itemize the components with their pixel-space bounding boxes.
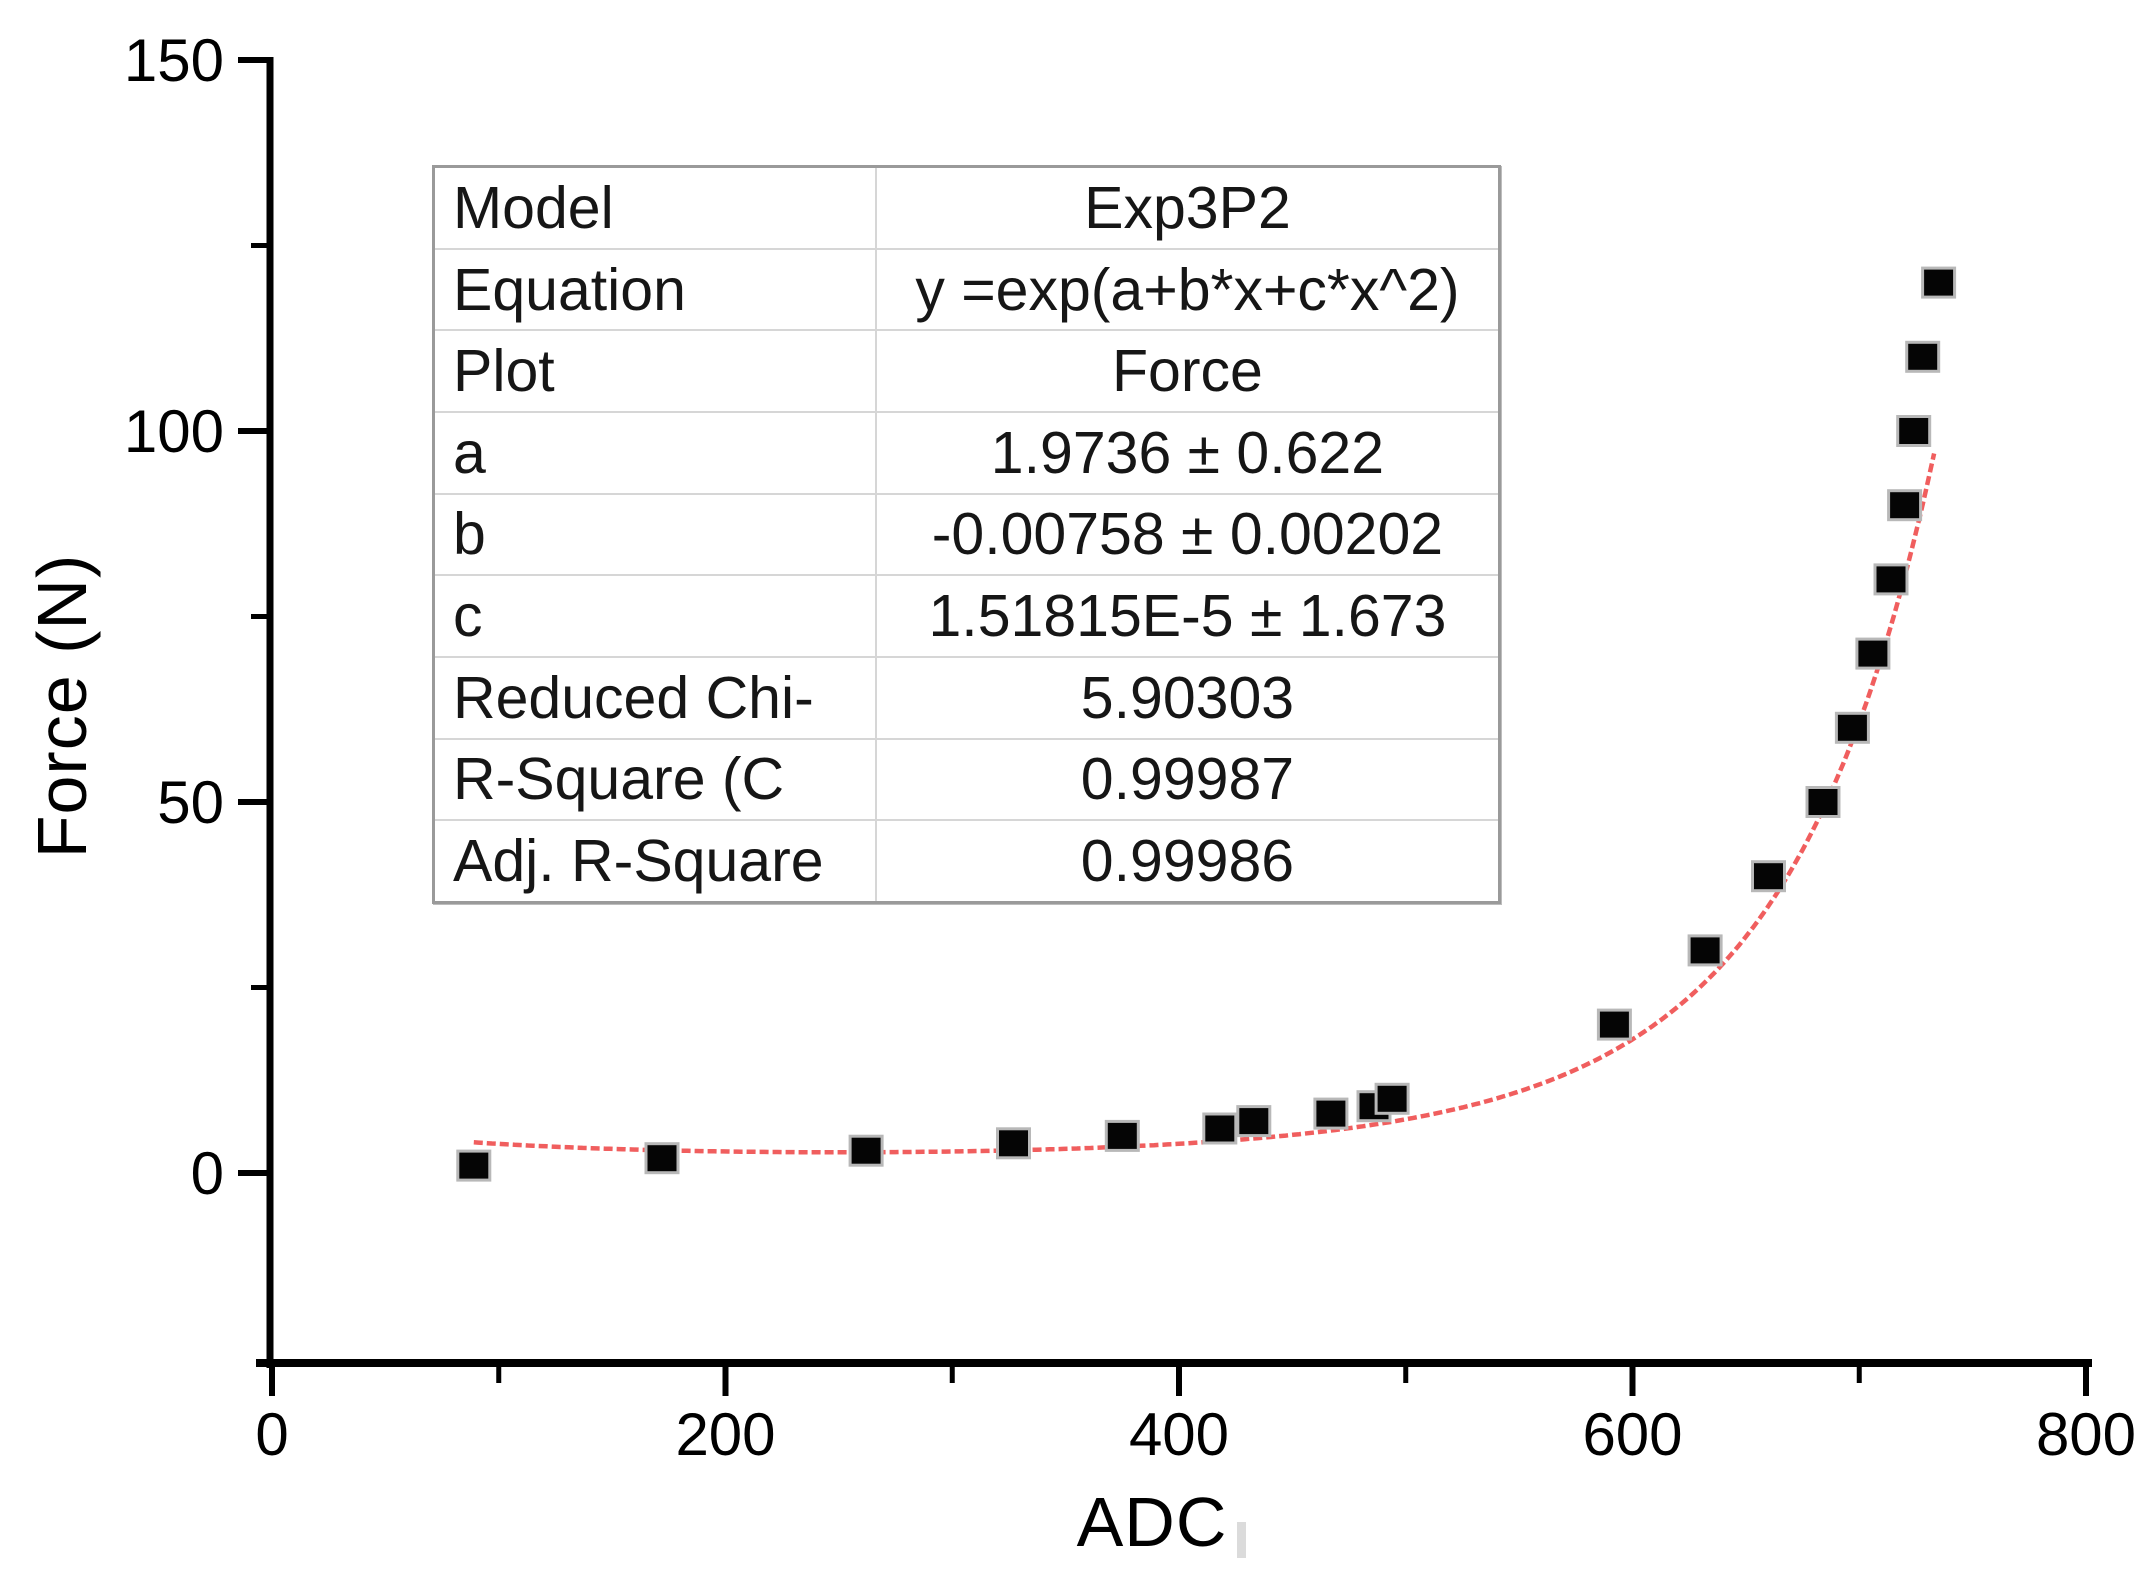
table-label-cell: a	[432, 411, 877, 495]
table-row: Model Exp3P2	[432, 165, 1501, 250]
data-point-marker	[1805, 786, 1841, 818]
y-axis-title: Force (N)	[23, 553, 101, 859]
data-point-marker	[1374, 1082, 1410, 1115]
y-tick-label: 150	[124, 27, 224, 94]
data-point-marker	[456, 1149, 492, 1182]
data-point-marker	[996, 1127, 1031, 1160]
fit-table-body: Model Exp3P2 Equation y =exp(a+b*x+c*x^2) Pl…	[432, 165, 1501, 904]
data-point-marker	[1873, 563, 1909, 596]
table-label-cell: Plot	[432, 329, 877, 413]
table-value-cell: 5.90303	[874, 655, 1501, 740]
table-label-cell: Equation	[432, 247, 877, 332]
data-point-marker	[644, 1142, 680, 1175]
table-row: Plot Force	[432, 329, 1501, 413]
data-point-marker	[848, 1134, 884, 1167]
table-value-cell: 1.51815E-5 ± 1.673	[874, 574, 1501, 658]
table-value-cell: 0.99986	[874, 819, 1501, 904]
table-value-cell: Exp3P2	[874, 165, 1501, 250]
data-point-marker	[1855, 637, 1891, 670]
data-point-marker	[1104, 1119, 1140, 1152]
data-point-marker	[1687, 934, 1723, 967]
table-row: Equation y =exp(a+b*x+c*x^2)	[432, 247, 1501, 332]
data-point-marker	[1313, 1097, 1349, 1130]
data-point-marker	[1236, 1105, 1272, 1138]
table-value-cell: 0.99987	[874, 737, 1501, 822]
y-tick-label: 50	[157, 769, 224, 836]
table-row: b -0.00758 ± 0.00202	[432, 492, 1501, 577]
y-tick-label: 100	[124, 398, 224, 465]
table-label-cell: Adj. R-Square	[432, 819, 877, 904]
table-label-cell: Reduced Chi-	[432, 655, 877, 740]
data-point-marker	[1905, 340, 1941, 373]
table-value-cell: -0.00758 ± 0.00202	[874, 492, 1501, 577]
table-row: Reduced Chi- 5.90303	[432, 655, 1501, 740]
fit-results-table: Model Exp3P2 Equation y =exp(a+b*x+c*x^2) Pl…	[432, 165, 1501, 904]
x-tick-label: 0	[255, 1401, 288, 1468]
table-row: Adj. R-Square 0.99986	[432, 819, 1501, 904]
table-label-cell: R-Square (C	[432, 737, 877, 822]
data-point-marker	[1596, 1008, 1632, 1041]
data-point-marker	[1887, 489, 1923, 522]
x-tick-label: 800	[2036, 1401, 2136, 1468]
data-point-marker	[1834, 711, 1870, 744]
stray-mark	[1237, 1522, 1246, 1558]
x-tick-label: 400	[1129, 1401, 1229, 1468]
table-value-cell: y =exp(a+b*x+c*x^2)	[874, 247, 1501, 332]
table-row: c 1.51815E-5 ± 1.673	[432, 574, 1501, 658]
table-label-cell: b	[432, 492, 877, 577]
table-row: R-Square (C 0.99987	[432, 737, 1501, 822]
x-axis-title: ADC	[1076, 1483, 1228, 1561]
data-point-marker	[1202, 1112, 1238, 1145]
table-label-cell: c	[432, 574, 877, 658]
data-point-marker	[1751, 860, 1786, 893]
x-tick-label: 600	[1582, 1401, 1682, 1468]
data-point-marker	[1921, 266, 1957, 299]
y-tick-label: 0	[191, 1140, 224, 1207]
data-point-marker	[1896, 415, 1932, 447]
x-tick-label: 200	[675, 1401, 775, 1468]
table-row: a 1.9736 ± 0.622	[432, 411, 1501, 495]
table-label-cell: Model	[432, 165, 877, 250]
table-value-cell: 1.9736 ± 0.622	[874, 411, 1501, 495]
table-value-cell: Force	[874, 329, 1501, 413]
